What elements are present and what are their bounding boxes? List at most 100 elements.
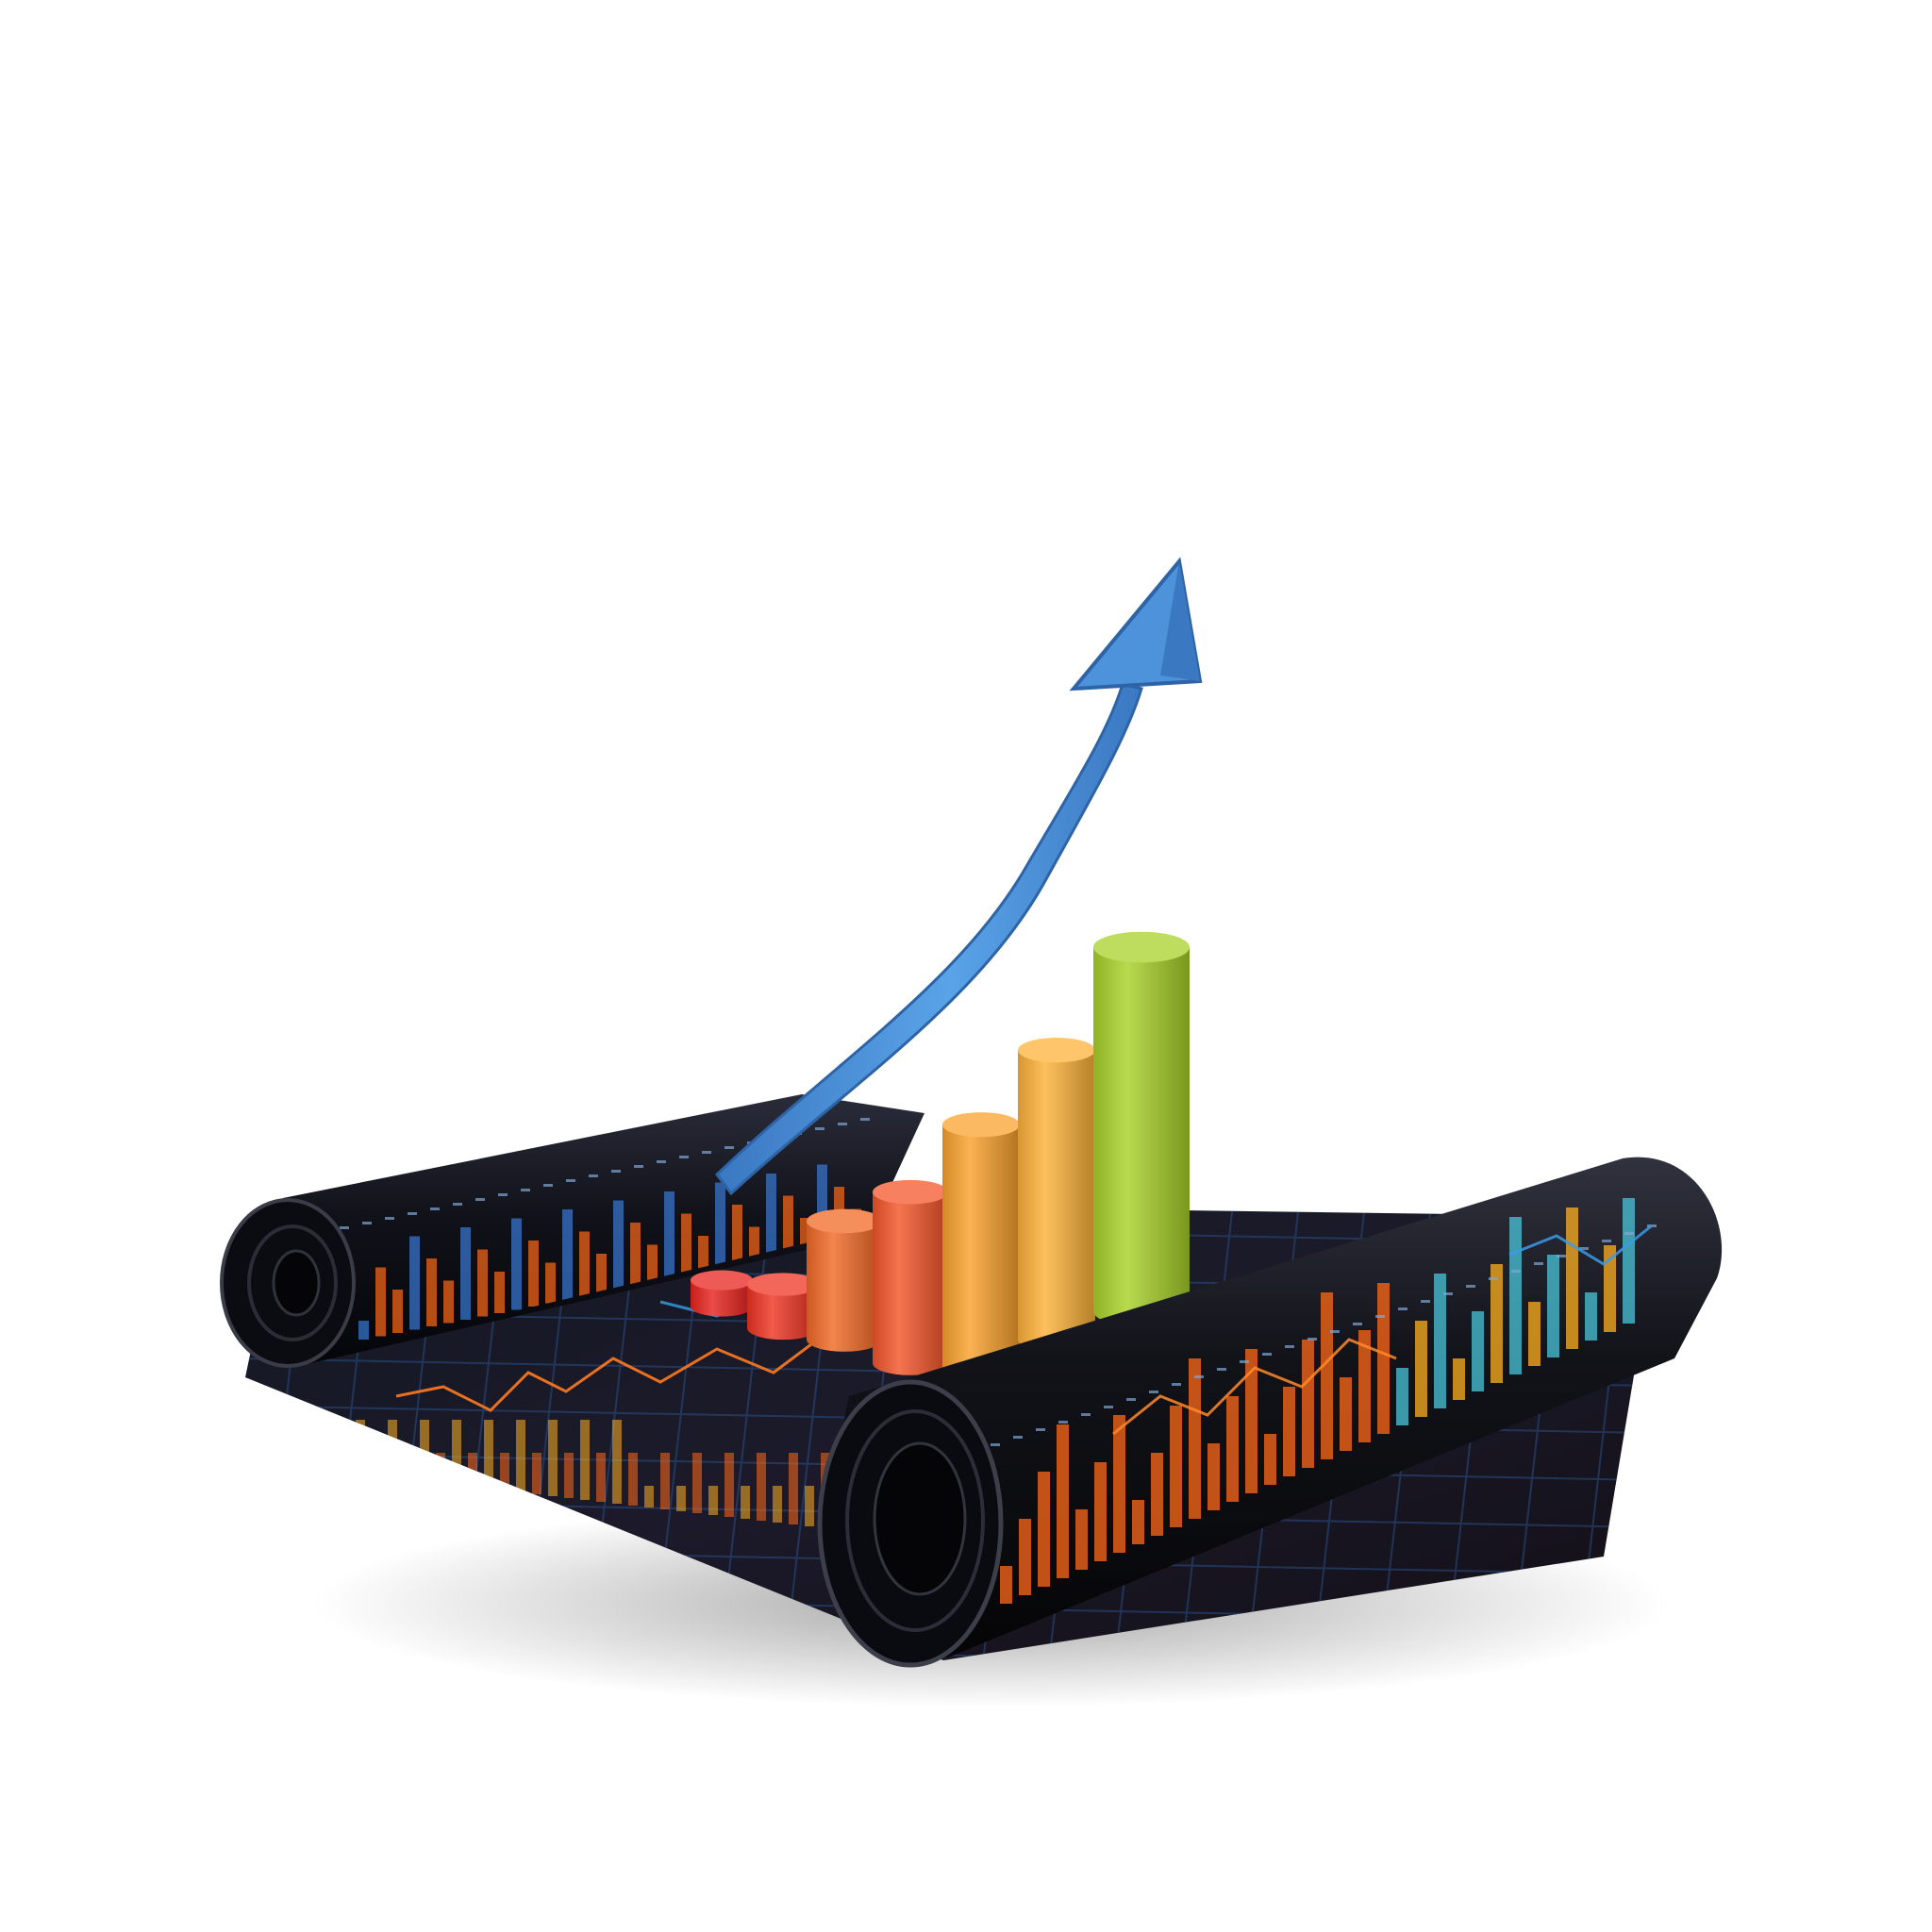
bar-cylinder (942, 1112, 1020, 1379)
mat-printed-bar (372, 1453, 381, 1475)
back-roll-tick (566, 1179, 575, 1182)
back-roll-printed-bar (460, 1227, 471, 1320)
back-roll-tick (430, 1208, 440, 1210)
front-roll-printed-bar (1132, 1500, 1144, 1544)
back-roll-printed-bar (477, 1249, 488, 1317)
mat-printed-bar (724, 1453, 734, 1517)
mat-printed-bar (340, 1453, 349, 1472)
bar-cylinder (1093, 931, 1190, 1327)
front-roll-printed-bar (1509, 1217, 1522, 1374)
back-roll-tick (521, 1189, 530, 1191)
front-roll-tick (1353, 1323, 1362, 1325)
front-roll-tick (1375, 1315, 1385, 1318)
front-roll-printed-bar (1245, 1349, 1257, 1493)
front-roll-tick (1647, 1224, 1657, 1227)
mat-printed-bar (692, 1453, 702, 1513)
back-roll-printed-bar (647, 1244, 658, 1284)
back-roll-printed-bar (409, 1236, 420, 1330)
front-roll-printed-bar (1189, 1358, 1201, 1519)
back-roll-tick (498, 1193, 508, 1196)
front-roll-tick (1307, 1338, 1317, 1341)
front-roll-printed-bar (1038, 1472, 1050, 1587)
bar-cylinder (807, 1208, 882, 1352)
mat-trend-line (395, 1328, 831, 1412)
mat-printed-bar (452, 1420, 461, 1485)
back-roll-printed-bar (800, 1218, 810, 1254)
mat-printed-bar (500, 1453, 509, 1491)
back-roll-tick (453, 1203, 462, 1206)
mat-printed-bar (660, 1453, 670, 1509)
front-roll-tick (1194, 1375, 1204, 1378)
back-roll-printed-bar (528, 1241, 539, 1307)
back-roll-printed-bar (630, 1223, 641, 1287)
back-roll-printed-bar (715, 1182, 725, 1271)
back-roll-printed-bar (681, 1213, 691, 1277)
back-roll-tick (543, 1184, 553, 1187)
front-roll-tick (1466, 1285, 1475, 1288)
front-roll-printed-bar (1283, 1387, 1295, 1476)
back-roll-printed-bar (562, 1209, 573, 1300)
front-roll-printed-bar (1623, 1198, 1635, 1324)
front-roll-tick (1081, 1413, 1091, 1416)
front-roll-tick (1602, 1240, 1611, 1242)
back-roll-printed-bar (698, 1236, 708, 1274)
trend-up-arrow-icon (715, 557, 1203, 1196)
back-roll-tick (475, 1198, 485, 1201)
back-roll-printed-bar (664, 1191, 675, 1280)
front-roll-printed-bar (1547, 1255, 1559, 1357)
mat-printed-bar (644, 1486, 654, 1507)
back-roll-printed-bar (749, 1226, 759, 1264)
front-roll-printed-bar (1208, 1443, 1220, 1510)
front-roll-tick (1330, 1330, 1340, 1333)
bar-cylinder (873, 1179, 948, 1375)
back-roll-printed-bar (494, 1272, 505, 1313)
back-roll-printed-bar (579, 1231, 590, 1297)
bar-cylinders (691, 931, 1190, 1379)
back-roll-tick (340, 1226, 349, 1229)
front-roll-printed-bar (1434, 1274, 1446, 1408)
back-roll-tick (724, 1146, 734, 1149)
front-roll-printed-bar (1000, 1566, 1012, 1604)
front-roll-tick (1126, 1398, 1136, 1401)
front-roll-tick (1149, 1391, 1158, 1393)
front-roll-printed-bar (1453, 1358, 1465, 1400)
front-roll-printed-bar (1340, 1377, 1352, 1451)
front-roll-tick (1172, 1383, 1181, 1386)
back-roll-tick (634, 1165, 643, 1168)
back-roll-tick (385, 1217, 394, 1220)
mat-printed-bar (484, 1420, 493, 1489)
front-roll-tick (1443, 1292, 1453, 1295)
front-roll-printed-bar (1151, 1453, 1163, 1536)
mat-printed-bar (612, 1420, 622, 1504)
front-roll-tick (1534, 1262, 1543, 1265)
back-roll-tick (702, 1151, 711, 1154)
back-roll-printed-bar (613, 1200, 624, 1291)
front-roll-printed-bar (1075, 1509, 1088, 1570)
back-roll-tick (860, 1118, 870, 1121)
front-roll-tick (991, 1443, 1000, 1446)
back-roll-printed-bar (766, 1174, 776, 1260)
front-roll-tick (1624, 1232, 1634, 1235)
front-roll-tick (1489, 1277, 1498, 1280)
mat-printed-bar (676, 1486, 686, 1511)
front-roll-printed-bar (1377, 1283, 1390, 1434)
back-roll-tick (362, 1222, 372, 1224)
mat-printed-bar (628, 1453, 638, 1506)
mat-printed-bar (516, 1420, 525, 1492)
front-roll-printed-bar (1321, 1292, 1333, 1459)
front-roll-tick (1058, 1421, 1068, 1424)
mat-printed-bar (420, 1420, 429, 1481)
front-roll-tick (1262, 1353, 1272, 1356)
front-roll-tick (1013, 1436, 1023, 1439)
front-roll-printed-bar (1226, 1396, 1239, 1502)
back-roll-printed-bar (732, 1205, 742, 1267)
bar-cylinder (1018, 1037, 1095, 1353)
mat-printed-bar (404, 1453, 413, 1479)
front-roll-printed-bar (1472, 1311, 1484, 1391)
back-roll-printed-bar (392, 1290, 403, 1333)
front-roll-printed-bar (1019, 1519, 1031, 1595)
back-roll-tick (408, 1212, 417, 1215)
mat-printed-bar (805, 1486, 814, 1526)
front-roll-printed-bar (1396, 1368, 1408, 1425)
